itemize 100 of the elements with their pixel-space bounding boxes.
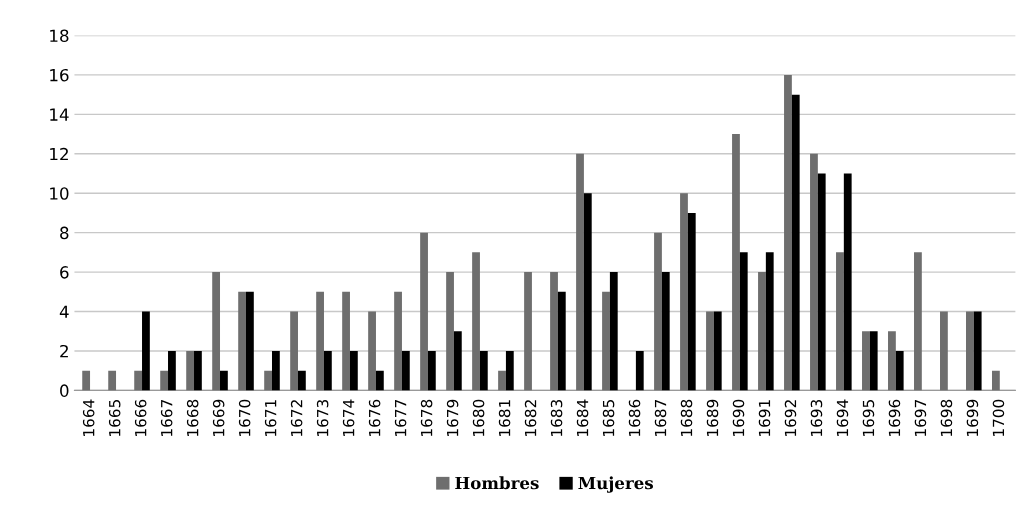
legend-label: Mujeres	[578, 476, 654, 493]
y-tick-label: 14	[50, 108, 69, 121]
bar	[108, 370, 117, 391]
bar	[238, 291, 246, 391]
bar	[394, 291, 402, 391]
bar	[420, 232, 428, 391]
x-tick-label: 1670	[238, 399, 251, 436]
bar	[479, 350, 488, 391]
bar	[323, 350, 332, 391]
bar	[498, 370, 506, 391]
x-tick-label: 1669	[212, 399, 225, 436]
y-tick-label: 4	[59, 305, 69, 318]
bar	[505, 350, 514, 391]
bar	[661, 272, 670, 391]
x-tick-label: 1673	[316, 399, 329, 436]
x-tick-label: 1688	[680, 399, 693, 436]
x-tick-label: 1698	[940, 399, 953, 436]
bar	[836, 252, 844, 391]
bar	[966, 311, 974, 391]
bar	[472, 252, 480, 391]
bar	[888, 331, 896, 391]
bar	[349, 350, 358, 391]
bar	[290, 311, 298, 391]
bar	[246, 291, 254, 391]
bar	[220, 370, 228, 391]
bar	[82, 370, 91, 391]
bar	[791, 94, 800, 391]
x-tick-label: 1697	[914, 400, 927, 436]
bar	[160, 370, 169, 391]
x-tick-label: 1686	[628, 399, 641, 436]
bar	[706, 311, 714, 391]
legend-label: Hombres	[455, 476, 539, 490]
x-tick-label: 1668	[186, 399, 199, 436]
y-tick-label: 0	[60, 384, 69, 397]
bar	[973, 311, 982, 391]
x-tick-label: 1683	[550, 399, 563, 436]
x-tick-label: 1674	[342, 399, 355, 436]
bar	[758, 272, 766, 391]
bar	[765, 252, 774, 391]
x-tick-label: 1692	[784, 400, 797, 436]
bar	[186, 350, 195, 391]
y-tick-label: 8	[60, 226, 69, 240]
y-tick-label: 12	[50, 147, 68, 161]
bar	[142, 311, 150, 391]
bar	[635, 350, 644, 391]
y-tick-label: 10	[50, 187, 69, 200]
x-tick-label: 1667	[160, 400, 173, 436]
bar	[817, 173, 826, 391]
bar	[654, 232, 662, 391]
bar	[784, 74, 792, 391]
bar	[297, 370, 306, 391]
bar	[843, 173, 852, 391]
bar	[862, 331, 870, 391]
bar	[401, 350, 410, 391]
bar	[194, 350, 202, 391]
y-tick-label: 2	[60, 344, 68, 358]
bar	[168, 350, 176, 391]
x-tick-label: 1699	[966, 399, 979, 436]
bar	[316, 291, 324, 391]
x-tick-label: 1684	[576, 399, 589, 436]
x-tick-label: 1689	[706, 399, 719, 436]
bar	[134, 370, 143, 391]
bar	[940, 311, 948, 391]
x-tick-label: 1696	[888, 399, 901, 436]
bar	[212, 272, 221, 391]
x-tick-label: 1682	[524, 400, 537, 436]
bar	[991, 370, 1000, 391]
x-tick-label: 1695	[862, 400, 875, 436]
bar	[810, 153, 818, 391]
y-tick-label: 6	[60, 266, 69, 279]
x-tick-label: 1677	[394, 400, 407, 436]
bar	[375, 370, 384, 391]
y-tick-label: 16	[50, 68, 69, 82]
bar	[895, 350, 904, 391]
x-tick-label: 1681	[498, 400, 511, 436]
bar	[739, 252, 748, 391]
bar	[557, 291, 566, 391]
x-tick-label: 1690	[732, 399, 745, 436]
bar	[687, 212, 696, 391]
x-tick-label: 1687	[654, 400, 667, 436]
x-tick-label: 1694	[836, 399, 849, 436]
y-tick-label: 18	[50, 29, 69, 43]
bar	[602, 291, 610, 391]
x-tick-label: 1666	[134, 399, 147, 436]
x-tick-label: 1665	[108, 400, 121, 436]
bar	[427, 350, 436, 391]
bar	[368, 311, 376, 391]
x-tick-label: 1678	[420, 399, 433, 436]
bar	[342, 291, 350, 391]
bar	[583, 193, 592, 391]
x-tick-label: 1685	[602, 400, 615, 436]
bar	[550, 272, 558, 391]
bar	[264, 370, 272, 391]
bar	[576, 153, 584, 391]
x-tick-label: 1664	[82, 399, 95, 436]
x-tick-label: 1691	[758, 400, 771, 436]
bar	[271, 350, 280, 391]
bar	[446, 272, 454, 391]
bar	[732, 134, 740, 391]
bar	[869, 331, 878, 391]
